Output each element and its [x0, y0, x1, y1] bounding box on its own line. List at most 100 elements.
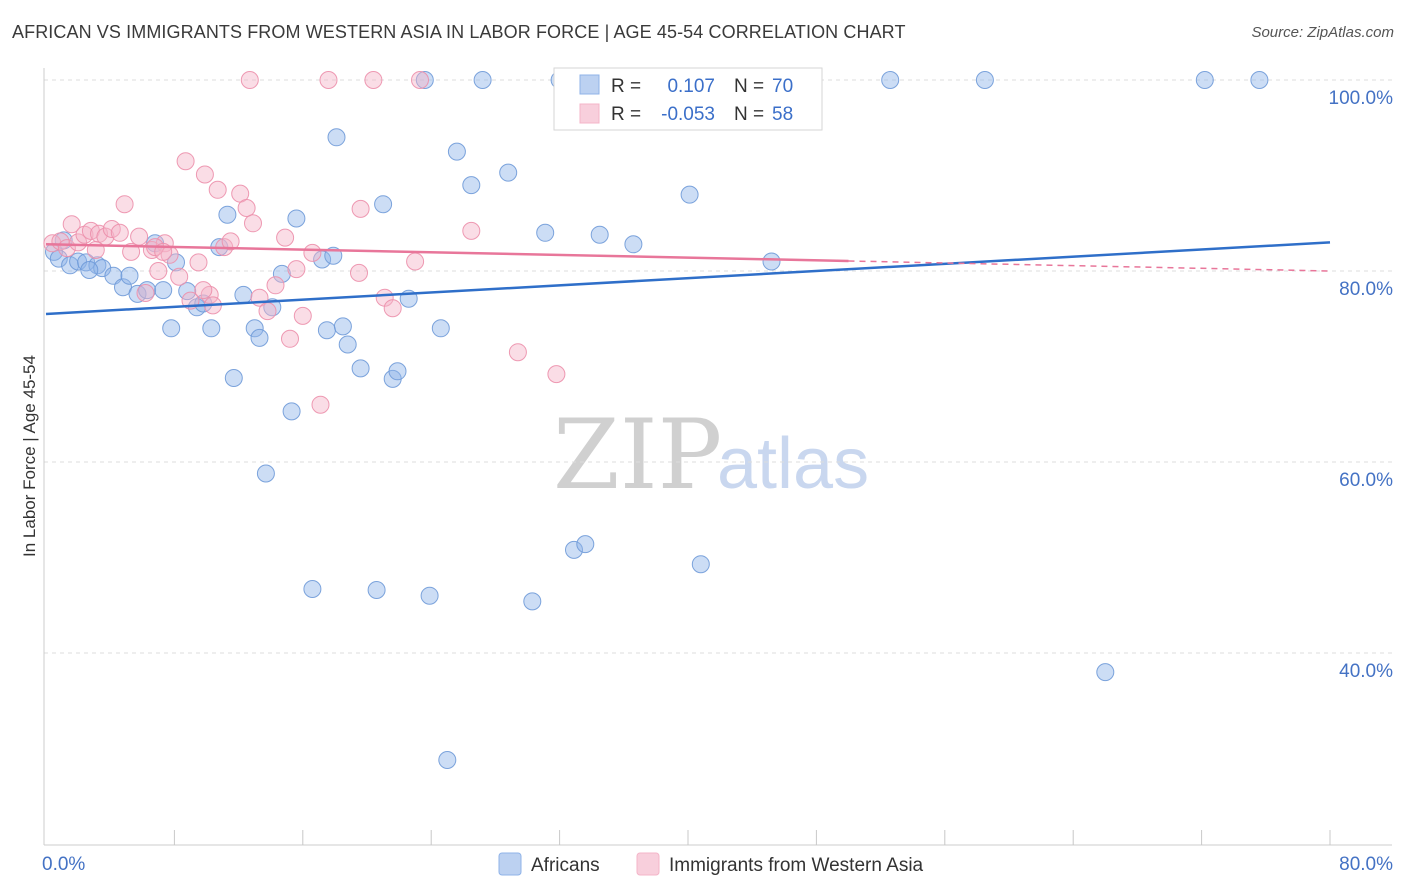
point-western-asia [122, 242, 141, 261]
point-africans [224, 369, 243, 387]
y-axis-title: In Labor Force | Age 45-54 [20, 355, 39, 557]
point-africans [975, 71, 994, 89]
gridlines [44, 79, 1392, 654]
y-tick-label: 60.0% [1339, 470, 1393, 491]
stats-n-value-western-asia: 58 [772, 104, 793, 125]
point-western-asia [130, 227, 149, 246]
point-africans [154, 281, 173, 300]
point-africans [624, 235, 643, 254]
point-western-asia [383, 299, 402, 318]
legend-swatch-western-asia [636, 852, 660, 876]
point-africans [1195, 71, 1214, 89]
point-africans [590, 225, 609, 244]
point-africans [272, 264, 291, 283]
point-western-asia [149, 262, 168, 280]
point-western-asia [281, 329, 299, 348]
stats-r-label-western-asia: R = [611, 104, 641, 125]
point-western-asia [194, 281, 213, 300]
point-western-asia [189, 253, 208, 272]
legend-label-western-asia: Immigrants from Western Asia [669, 855, 924, 876]
point-africans [256, 464, 275, 483]
y-tick-labels: 100.0% 80.0% 60.0% 40.0% [1329, 88, 1394, 682]
stats-swatch-africans [579, 74, 600, 95]
stats-r-label-africans: R = [611, 76, 641, 97]
point-africans [178, 282, 197, 301]
x-ticks [173, 830, 1331, 845]
point-western-asia [195, 165, 214, 184]
point-africans [338, 335, 357, 354]
point-africans [167, 253, 185, 272]
point-africans [333, 317, 352, 336]
point-africans [367, 581, 386, 599]
point-africans [351, 359, 370, 378]
point-western-asia [364, 71, 383, 89]
point-western-asia [110, 223, 129, 242]
point-western-asia [303, 243, 322, 262]
point-africans [202, 319, 221, 338]
stats-swatch-western-asia [579, 103, 600, 124]
stats-legend: R = 0.107 N = 70 R = -0.053 N = 58 [553, 67, 823, 131]
point-western-asia [136, 284, 155, 302]
point-africans [881, 71, 900, 89]
point-western-asia [208, 180, 227, 199]
point-western-asia [69, 233, 88, 252]
point-western-asia [115, 195, 134, 214]
point-western-asia [508, 343, 527, 362]
x-tick-label-max: 80.0% [1339, 854, 1393, 875]
point-western-asia [462, 221, 481, 240]
point-western-asia [258, 302, 277, 321]
point-western-asia [287, 260, 306, 279]
point-africans [415, 71, 434, 89]
point-africans [576, 535, 595, 554]
point-africans [282, 402, 301, 421]
point-africans [162, 319, 181, 338]
point-western-asia [351, 199, 370, 218]
trend-lines [45, 241, 1331, 316]
y-tick-label: 100.0% [1329, 88, 1394, 109]
trend-line-africans [45, 241, 1331, 316]
point-africans [218, 205, 237, 224]
trend-line-western-asia [45, 243, 849, 263]
x-tick-label-min: 0.0% [42, 854, 85, 875]
watermark-zip: ZIP [553, 399, 722, 511]
axes [43, 68, 1392, 846]
point-africans [388, 362, 407, 381]
legend-label-africans: Africans [531, 855, 600, 876]
point-africans [317, 321, 336, 340]
point-africans [1096, 663, 1115, 682]
point-africans [762, 252, 781, 271]
legend-swatch-africans [498, 852, 522, 876]
x-tick-labels: 0.0% 80.0% [42, 854, 1393, 875]
point-africans [536, 223, 555, 242]
point-africans [287, 209, 306, 228]
stats-n-label-western-asia: N = [734, 104, 764, 125]
stats-r-value-western-asia: -0.053 [661, 104, 715, 125]
point-western-asia [200, 285, 219, 304]
point-africans [462, 176, 481, 195]
point-western-asia [311, 395, 330, 414]
point-africans [691, 555, 710, 574]
point-western-asia [411, 71, 429, 89]
point-western-asia [237, 199, 256, 217]
source-label: Source: ZipAtlas.com [1251, 24, 1394, 41]
watermark-atlas: atlas [717, 424, 869, 504]
point-africans [447, 142, 466, 161]
point-africans [438, 751, 457, 769]
point-africans [680, 185, 699, 204]
data-points [43, 71, 1269, 769]
series-legend: Africans Immigrants from Western Asia [498, 852, 924, 876]
y-tick-label: 80.0% [1339, 279, 1393, 300]
point-africans [303, 580, 322, 598]
point-western-asia [276, 228, 295, 247]
point-africans [234, 285, 253, 304]
point-africans [420, 586, 439, 605]
point-africans [565, 540, 583, 559]
point-western-asia [266, 276, 285, 295]
point-western-asia [406, 252, 425, 271]
point-africans [473, 71, 492, 89]
point-africans [499, 163, 518, 182]
point-western-asia [319, 71, 338, 89]
y-tick-label: 40.0% [1339, 661, 1393, 682]
point-africans [245, 319, 264, 338]
point-africans [80, 261, 99, 279]
